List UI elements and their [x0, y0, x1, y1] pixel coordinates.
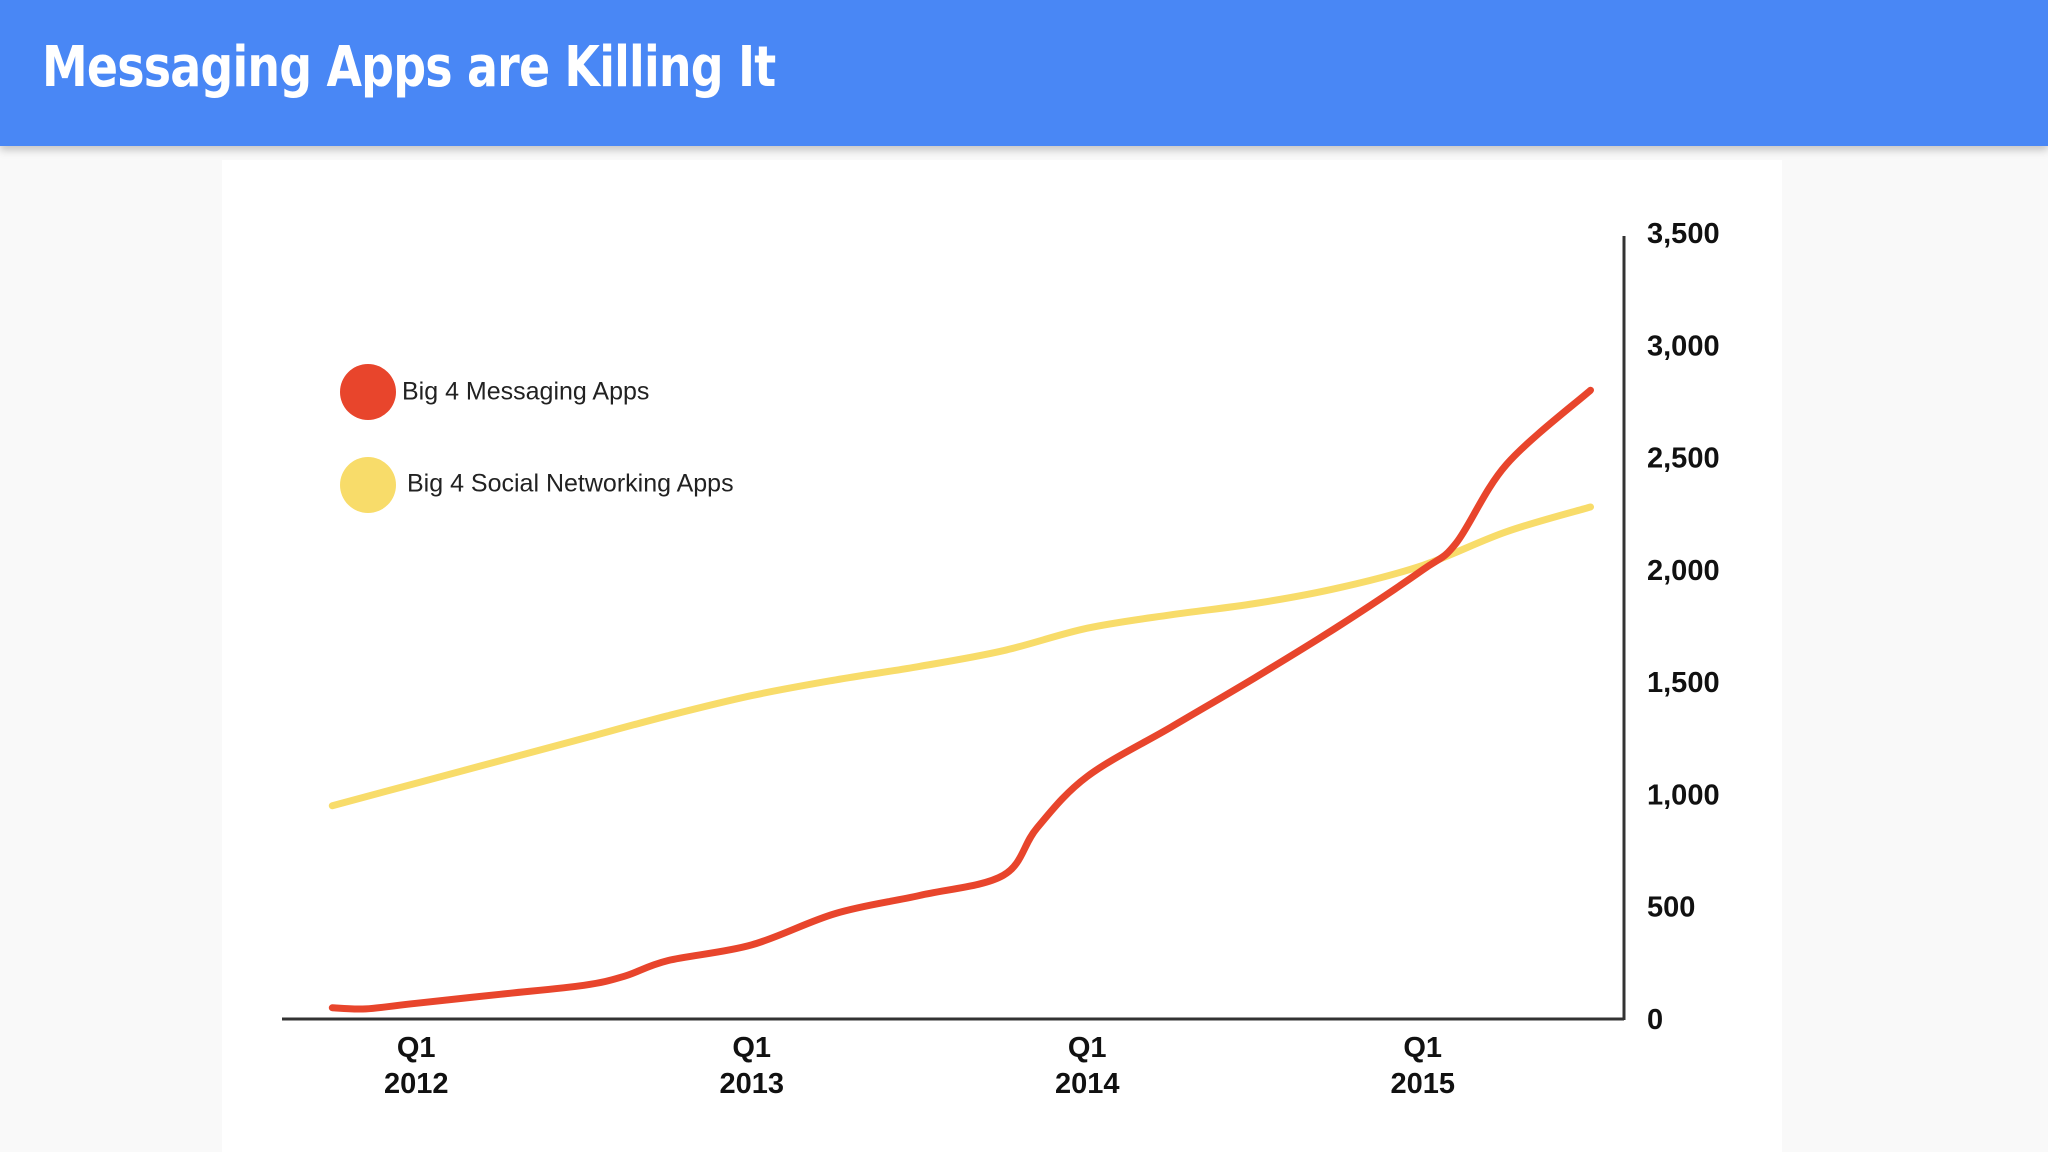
y-tick-labels: 0 500 1,000 1,500 2,000 2,500 3,000 3,500: [1647, 218, 1720, 1036]
legend-marker-social: [340, 457, 396, 513]
x-tick-label-quarter: Q1: [732, 1032, 771, 1064]
series-line-messaging: [328, 386, 1594, 1013]
x-tick-label-quarter: Q1: [397, 1032, 436, 1064]
y-tick-label: 500: [1647, 892, 1695, 924]
series-line-social: [328, 503, 1594, 810]
axis-layer: [282, 236, 1626, 1021]
legend-label-messaging: Big 4 Messaging Apps: [402, 378, 649, 406]
slide-header: Messaging Apps are Killing It: [0, 0, 2048, 146]
y-tick-label: 1,500: [1647, 667, 1720, 699]
y-tick-label: 3,500: [1647, 218, 1720, 250]
legend-marker-messaging: [340, 364, 396, 420]
series-layer: [328, 386, 1594, 1013]
x-tick-label-year: 2015: [1390, 1068, 1455, 1100]
x-tick-label-year: 2014: [1055, 1068, 1120, 1100]
legend-label-social: Big 4 Social Networking Apps: [407, 470, 734, 498]
x-tick-label-quarter: Q1: [1403, 1032, 1442, 1064]
y-tick-label: 2,500: [1647, 443, 1720, 475]
x-tick-label-year: 2012: [384, 1068, 449, 1100]
x-tick-label-quarter: Q1: [1068, 1032, 1107, 1064]
legend: Big 4 Messaging Apps Big 4 Social Networ…: [340, 364, 734, 513]
x-tick-labels: Q1 2012 Q1 2013 Q1 2014 Q1 2015: [384, 1032, 1455, 1100]
y-tick-label: 3,000: [1647, 330, 1720, 362]
x-tick-label-year: 2013: [719, 1068, 784, 1100]
line-chart: 0 500 1,000 1,500 2,000 2,500 3,000 3,500 Q1 201…: [282, 218, 1720, 1100]
y-tick-label: 2,000: [1647, 555, 1720, 587]
y-tick-label: 0: [1647, 1004, 1663, 1036]
y-tick-label: 1,000: [1647, 779, 1720, 811]
slide-title: Messaging Apps are Killing It: [42, 35, 776, 100]
chart-panel: 0 500 1,000 1,500 2,000 2,500 3,000 3,500 Q1 201…: [222, 160, 1782, 1152]
